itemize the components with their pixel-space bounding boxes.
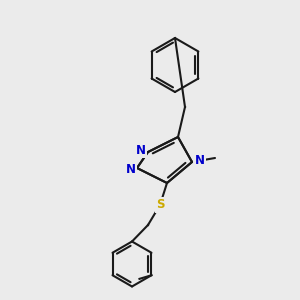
Text: N: N (194, 154, 205, 167)
Text: N: N (136, 144, 146, 157)
Text: N: N (126, 163, 136, 176)
Text: S: S (156, 199, 164, 212)
